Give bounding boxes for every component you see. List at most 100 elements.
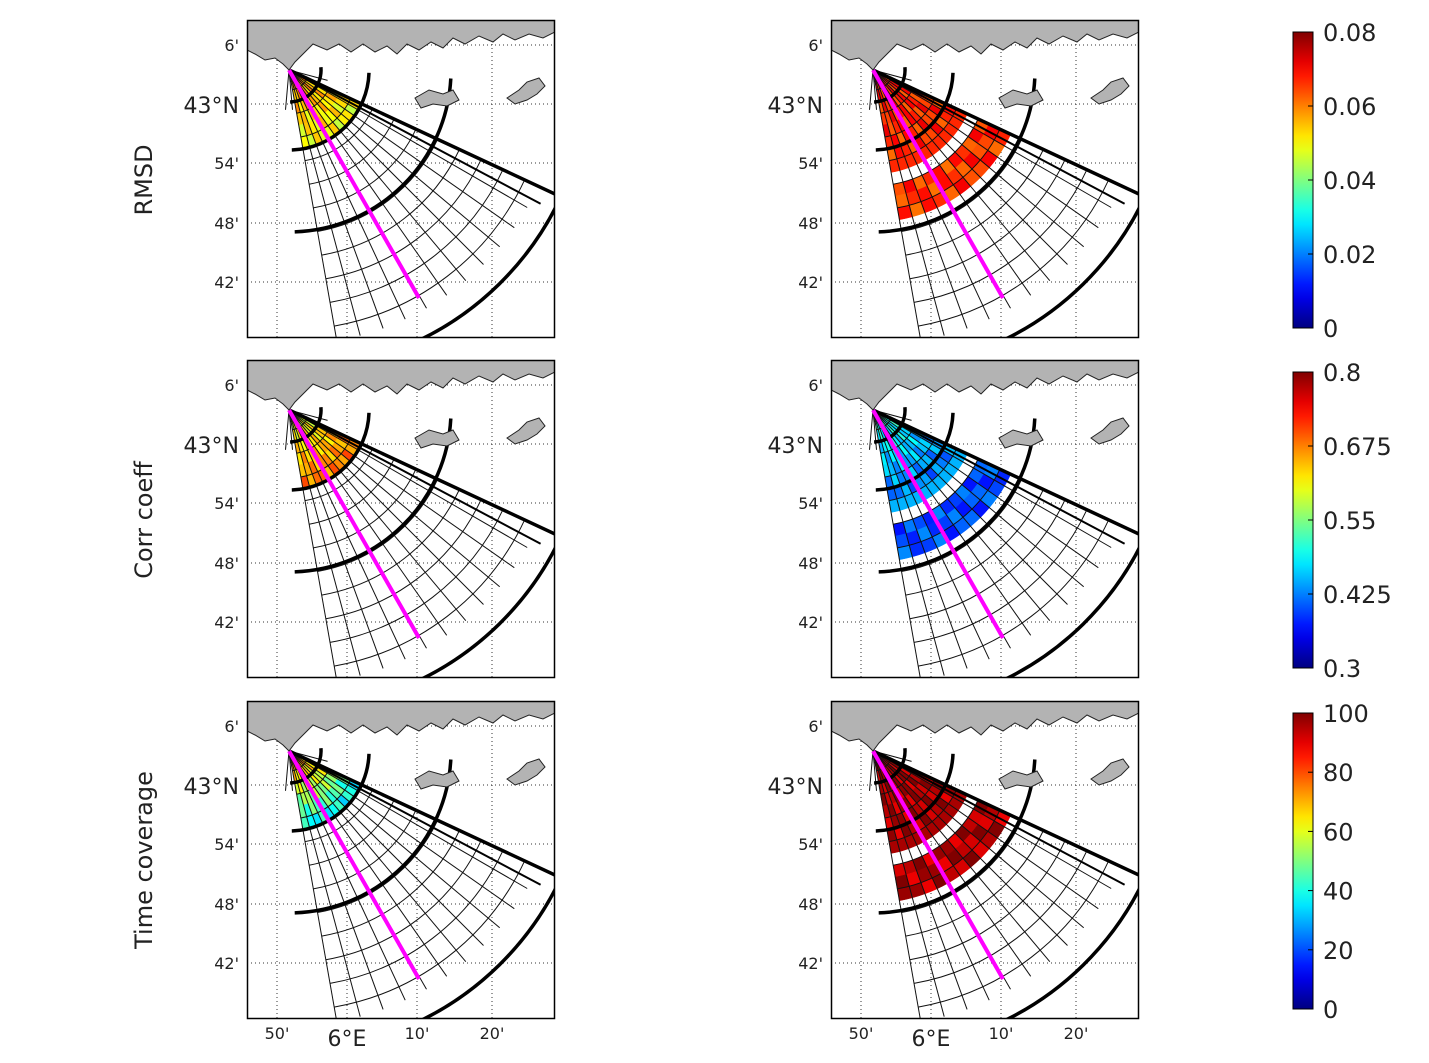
labels-layer: RMSD Corr coeff Time coverage xyxy=(130,144,158,949)
lat-tick-label: 43°N xyxy=(768,434,823,459)
lat-tick-label: 48' xyxy=(798,554,823,573)
coastline-land xyxy=(247,20,555,71)
lat-tick-label: 42' xyxy=(214,954,239,973)
island xyxy=(998,770,1044,790)
lat-tick-label: 6' xyxy=(808,376,823,395)
island xyxy=(1090,758,1130,786)
lon-tick-label: 20' xyxy=(480,1024,505,1043)
lat-tick-label: 6' xyxy=(224,717,239,736)
transect-line xyxy=(287,409,421,639)
island xyxy=(998,89,1044,109)
colorbar-tick-label: 60 xyxy=(1323,818,1354,846)
lat-tick-label: 42' xyxy=(798,273,823,292)
heatmap-cells xyxy=(874,754,1012,901)
map-background xyxy=(247,701,555,1019)
reference-arcs xyxy=(873,67,1139,338)
map-panel-0-left: 6' 43°N 54' 48' 42' xyxy=(184,19,556,339)
sector-edge-line-2 xyxy=(288,69,542,205)
island xyxy=(414,429,460,449)
lat-tick-label: 43°N xyxy=(768,775,823,800)
colorbar-tick-label: 0 xyxy=(1323,996,1338,1024)
transect-line xyxy=(287,750,421,980)
lat-tick-label: 6' xyxy=(224,376,239,395)
colorbar-tick-label: 20 xyxy=(1323,937,1354,965)
sector-edge-line xyxy=(288,68,555,196)
reference-arcs xyxy=(873,407,1139,678)
sector-edge-line xyxy=(872,408,1139,536)
colorbar-tick-label: 100 xyxy=(1323,700,1369,728)
lat-tick-label: 43°N xyxy=(184,94,239,119)
row-label-time: Time coverage xyxy=(130,771,158,950)
island xyxy=(506,77,546,105)
map-frame xyxy=(830,19,1140,339)
sector-edge-line xyxy=(872,749,1139,877)
reference-arcs xyxy=(289,67,555,338)
lon-tick-label: 6°E xyxy=(328,1027,367,1052)
sector-edge-line xyxy=(288,749,555,877)
colorbar-tick-label: 0.08 xyxy=(1323,19,1376,47)
lat-tick-label: 48' xyxy=(214,895,239,914)
island xyxy=(1090,77,1130,105)
map-frame xyxy=(830,700,1140,1020)
colorbar-tick-label: 0.04 xyxy=(1323,167,1376,195)
lat-tick-label: 54' xyxy=(214,154,239,173)
colorbar-gradient xyxy=(1292,712,1314,1010)
lon-tick-label: 50' xyxy=(265,1024,290,1043)
colorbar-tick-label: 0.06 xyxy=(1323,93,1376,121)
map-background xyxy=(831,701,1139,1019)
transect-line xyxy=(871,69,1005,299)
island xyxy=(998,429,1044,449)
coastline-land xyxy=(831,360,1139,411)
coastline-land xyxy=(831,20,1139,71)
lat-tick-label: 6' xyxy=(224,36,239,55)
lat-tick-label: 48' xyxy=(214,554,239,573)
range-grid xyxy=(285,409,539,678)
colorbar-tick-label: 80 xyxy=(1323,759,1354,787)
colorbar-layer: 0.08 0.06 0.04 0.02 0 0.8 0.675 0.55 0.425 0.3 100… xyxy=(1292,19,1392,1024)
colorbar-tick-label: 40 xyxy=(1323,878,1354,906)
lat-tick-label: 54' xyxy=(214,835,239,854)
lat-tick-label: 6' xyxy=(808,717,823,736)
sector-edge-line-2 xyxy=(288,750,542,886)
colorbar-2: 100 80 60 40 20 0 xyxy=(1292,700,1369,1024)
island xyxy=(506,758,546,786)
colorbar-tick-label: 0.3 xyxy=(1323,655,1361,683)
lat-tick-label: 48' xyxy=(214,214,239,233)
lat-tick-label: 48' xyxy=(798,895,823,914)
sector-edge-line-2 xyxy=(872,69,1126,205)
lat-tick-label: 54' xyxy=(798,494,823,513)
lat-tick-label: 43°N xyxy=(184,434,239,459)
colorbar-1: 0.8 0.675 0.55 0.425 0.3 xyxy=(1292,359,1392,683)
island xyxy=(506,417,546,445)
map-frame xyxy=(246,700,556,1020)
lat-tick-label: 42' xyxy=(798,954,823,973)
reference-arcs xyxy=(289,407,555,678)
map-panel-2-left: 6' 43°N 54' 48' 42' 50' 6°E 10' 20' xyxy=(184,700,556,1052)
panels-layer: 6' 43°N 54' 48' 42' 6' 43°N 54' 48' 42' 6' 43°N 54' 4… xyxy=(184,19,1140,1052)
map-panel-2-right: 6' 43°N 54' 48' 42' 50' 6°E 10' 20' xyxy=(768,700,1140,1052)
row-label-rmsd: RMSD xyxy=(130,144,158,215)
map-background xyxy=(247,360,555,678)
sector-edge-line xyxy=(288,408,555,536)
colorbar-tick-label: 0.675 xyxy=(1323,433,1392,461)
map-background xyxy=(831,360,1139,678)
lat-tick-label: 43°N xyxy=(768,94,823,119)
lat-tick-label: 48' xyxy=(798,214,823,233)
map-frame xyxy=(246,19,556,339)
transect-line xyxy=(871,750,1005,980)
lat-tick-label: 43°N xyxy=(184,775,239,800)
sector-edge-line-2 xyxy=(872,409,1126,545)
lon-tick-label: 10' xyxy=(989,1024,1014,1043)
row-label-corr: Corr coeff xyxy=(130,461,158,579)
coastline-land xyxy=(247,701,555,752)
sector-edge-line xyxy=(872,68,1139,196)
colorbar-tick-label: 0.02 xyxy=(1323,241,1376,269)
transect-line xyxy=(871,409,1005,639)
map-panel-0-right: 6' 43°N 54' 48' 42' xyxy=(768,19,1140,339)
colorbar-tick-label: 0.8 xyxy=(1323,359,1361,387)
island xyxy=(1090,417,1130,445)
lat-tick-label: 6' xyxy=(808,36,823,55)
colorbar-tick-label: 0 xyxy=(1323,315,1338,343)
lon-tick-label: 10' xyxy=(405,1024,430,1043)
colorbar-tick-label: 0.55 xyxy=(1323,507,1376,535)
